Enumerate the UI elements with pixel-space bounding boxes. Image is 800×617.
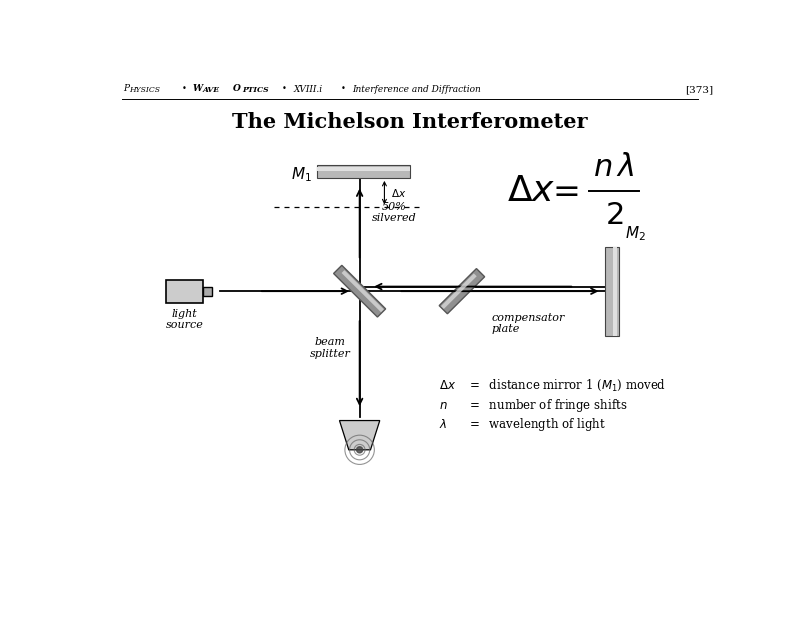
- Text: [373]: [373]: [685, 85, 714, 94]
- Polygon shape: [334, 265, 386, 317]
- Text: $2$: $2$: [605, 201, 623, 231]
- Text: HYSICS: HYSICS: [130, 86, 161, 94]
- Text: XVIII.i: XVIII.i: [294, 85, 323, 94]
- FancyBboxPatch shape: [613, 247, 617, 336]
- Text: PTICS: PTICS: [242, 86, 270, 94]
- Text: $n$: $n$: [439, 399, 448, 412]
- Text: The Michelson Interferometer: The Michelson Interferometer: [232, 112, 588, 132]
- FancyBboxPatch shape: [166, 280, 203, 303]
- FancyBboxPatch shape: [606, 247, 619, 336]
- Text: $\Delta x$: $\Delta x$: [507, 174, 555, 208]
- FancyBboxPatch shape: [317, 165, 410, 178]
- Text: $=$  number of fringe shifts: $=$ number of fringe shifts: [466, 397, 627, 413]
- Text: $\Delta x$: $\Delta x$: [439, 379, 457, 392]
- Text: Interference and Diffraction: Interference and Diffraction: [352, 85, 481, 94]
- Text: 50%
silvered: 50% silvered: [372, 202, 417, 223]
- Text: beam
splitter: beam splitter: [310, 337, 350, 359]
- Text: $\lambda$: $\lambda$: [439, 418, 448, 431]
- Text: compensator
plate: compensator plate: [491, 313, 565, 334]
- Text: O: O: [234, 85, 241, 93]
- Text: •: •: [182, 85, 186, 93]
- Circle shape: [357, 447, 362, 453]
- Text: light
source: light source: [166, 309, 203, 331]
- Text: $M_2$: $M_2$: [625, 224, 646, 242]
- FancyBboxPatch shape: [317, 167, 410, 171]
- Polygon shape: [339, 421, 380, 450]
- Text: $=$: $=$: [546, 175, 579, 207]
- Text: $M_1$: $M_1$: [290, 165, 311, 184]
- Text: $=$  wavelength of light: $=$ wavelength of light: [466, 416, 606, 433]
- Polygon shape: [439, 268, 485, 314]
- Text: $\Delta x$: $\Delta x$: [390, 186, 406, 199]
- Text: •: •: [282, 85, 287, 93]
- Polygon shape: [441, 273, 477, 309]
- Text: $=$  distance mirror 1 ($M_1$) moved: $=$ distance mirror 1 ($M_1$) moved: [466, 378, 666, 394]
- Text: P: P: [123, 83, 130, 93]
- Text: W: W: [193, 83, 203, 93]
- Text: •: •: [340, 85, 345, 93]
- FancyBboxPatch shape: [203, 286, 212, 296]
- Polygon shape: [342, 270, 384, 312]
- Text: $n\,\lambda$: $n\,\lambda$: [594, 152, 634, 183]
- Text: AVE: AVE: [203, 86, 220, 94]
